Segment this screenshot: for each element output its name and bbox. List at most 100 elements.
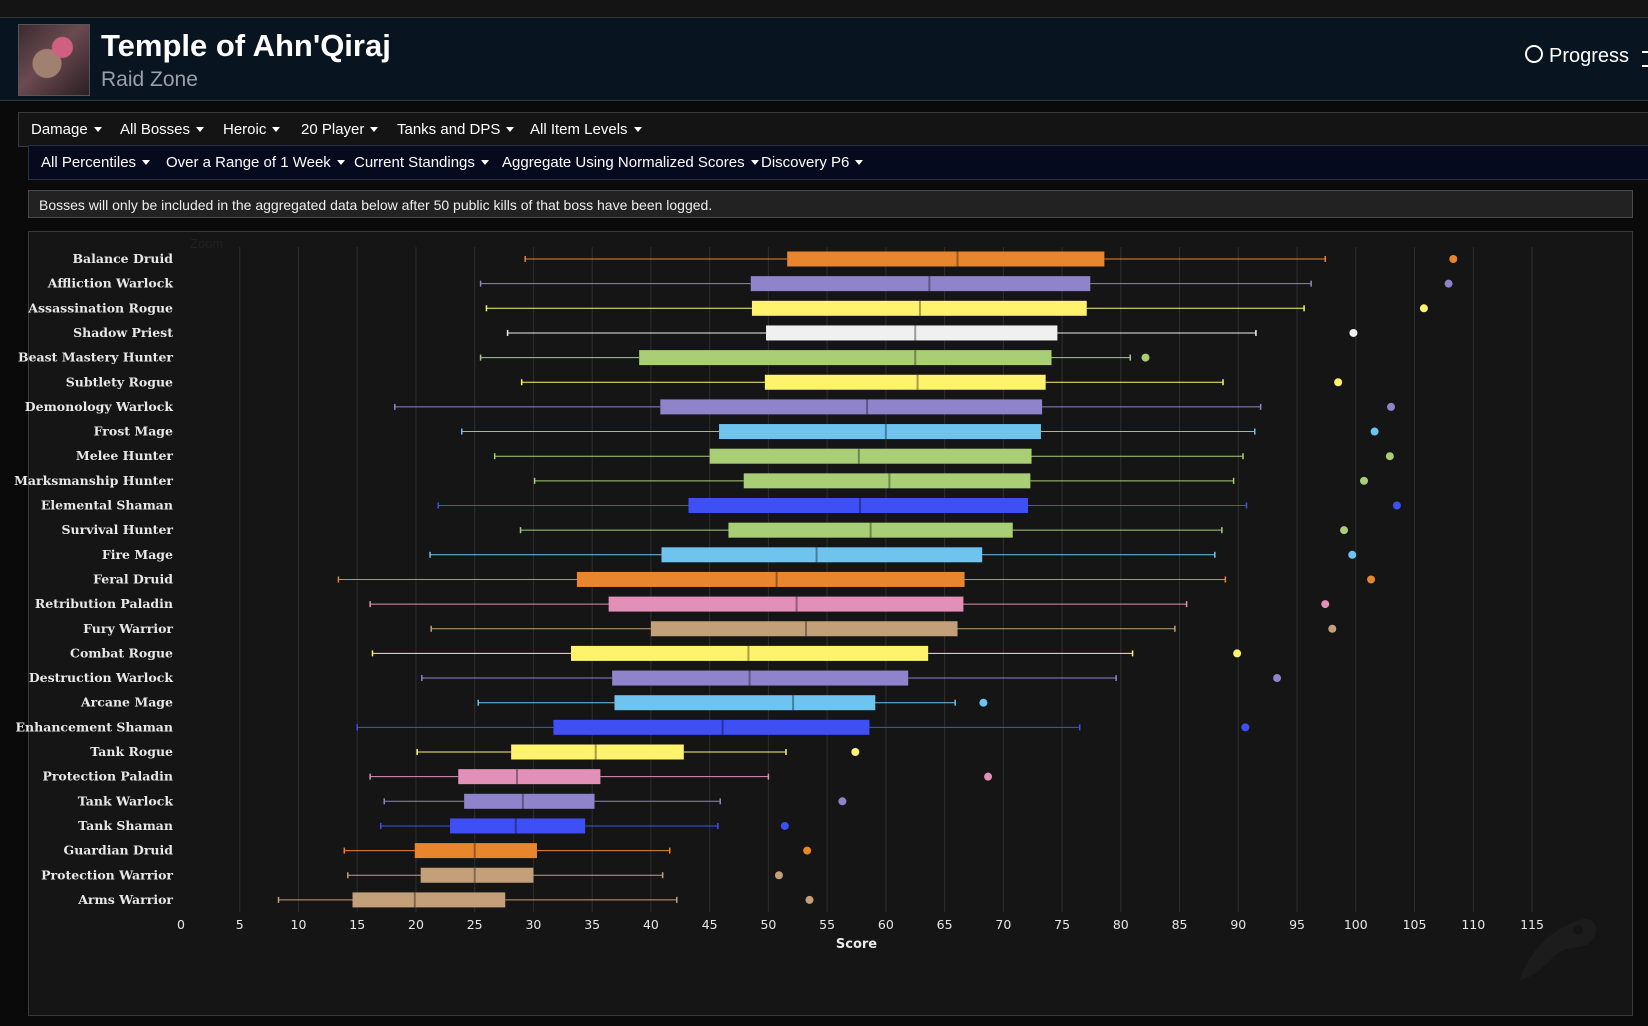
outlier-point (1444, 279, 1453, 288)
filter-label: Heroic (223, 121, 267, 138)
iqr-box (764, 374, 1046, 390)
x-tick-label: 65 (937, 917, 953, 932)
outlier-point (1449, 255, 1458, 263)
iqr-box (608, 596, 964, 612)
outlier-point (1334, 378, 1343, 387)
filter-roles[interactable]: Tanks and DPS (397, 113, 515, 146)
outlier-point (838, 797, 847, 806)
outlier-point (979, 698, 988, 707)
x-tick-label: 10 (291, 917, 307, 932)
iqr-box (728, 522, 1013, 538)
outlier-point (1241, 723, 1250, 732)
filter-aggregate[interactable]: Aggregate Using Normalized Scores (502, 146, 759, 179)
filter-item-levels[interactable]: All Item Levels (530, 113, 642, 146)
filter-bosses[interactable]: All Bosses (120, 113, 205, 146)
iqr-box (766, 325, 1058, 341)
x-tick-label: 25 (467, 917, 483, 932)
category-label: Protection Warrior (41, 867, 173, 882)
filter-label: Tanks and DPS (397, 121, 501, 138)
x-tick-label: 45 (702, 917, 718, 932)
category-label: Protection Paladin (42, 769, 173, 784)
iqr-box (688, 498, 1029, 513)
x-axis-title: Score (836, 937, 877, 952)
zone-header: Temple of Ahn'Qiraj Raid Zone Progress (0, 18, 1648, 101)
filter-label: All Bosses (120, 121, 191, 138)
filter-percentiles[interactable]: All Percentiles (41, 146, 151, 179)
iqr-box (352, 892, 506, 908)
outlier-point (1419, 304, 1428, 313)
outlier-point (1321, 600, 1330, 609)
x-tick-label: 100 (1344, 917, 1368, 932)
iqr-box (709, 448, 1032, 464)
filter-partition[interactable]: Discovery P6 (761, 146, 864, 179)
x-tick-label: 55 (819, 917, 835, 932)
x-tick-label: 70 (995, 917, 1011, 932)
menu-icon[interactable] (1642, 51, 1648, 67)
x-tick-label: 15 (349, 917, 365, 932)
globe-icon (1525, 45, 1543, 63)
filter-bar-secondary: All Percentiles Over a Range of 1 Week C… (28, 145, 1648, 180)
filter-metric[interactable]: Damage (31, 113, 102, 146)
outlier-point (1348, 550, 1357, 559)
iqr-box (576, 571, 965, 587)
filter-label: 20 Player (301, 121, 365, 138)
iqr-box (639, 350, 1052, 366)
iqr-box (614, 695, 876, 711)
x-tick-label: 35 (584, 917, 600, 932)
x-tick-label: 75 (1054, 917, 1070, 932)
category-label: Guardian Druid (64, 843, 174, 858)
filter-label: All Percentiles (41, 154, 137, 171)
chevron-down-icon (480, 160, 489, 165)
iqr-box (553, 719, 870, 735)
category-label: Elemental Shaman (41, 498, 173, 513)
category-label: Beast Mastery Hunter (18, 350, 173, 365)
outlier-point (803, 846, 812, 855)
filter-label: Over a Range of 1 Week (166, 154, 331, 171)
category-label: Marksmanship Hunter (14, 473, 173, 488)
filter-time-range[interactable]: Over a Range of 1 Week (166, 146, 345, 179)
category-label: Destruction Warlock (29, 670, 174, 685)
x-tick-label: 115 (1520, 917, 1544, 932)
filter-standings[interactable]: Current Standings (354, 146, 489, 179)
x-tick-label: 60 (878, 917, 894, 932)
iqr-box (750, 276, 1091, 292)
filter-difficulty[interactable]: Heroic (223, 113, 281, 146)
iqr-box (464, 793, 595, 809)
outlier-point (780, 821, 789, 830)
x-tick-label: 0 (177, 917, 185, 932)
page-subtitle: Raid Zone (101, 68, 198, 91)
zone-icon (18, 24, 90, 96)
chevron-down-icon (750, 160, 759, 165)
zoom-label[interactable]: Zoom (190, 236, 224, 251)
category-label: Arcane Mage (80, 695, 173, 710)
outlier-point (1385, 452, 1394, 461)
chevron-down-icon (370, 127, 379, 132)
x-tick-label: 90 (1230, 917, 1246, 932)
x-tick-label: 85 (1172, 917, 1188, 932)
x-tick-label: 40 (643, 917, 659, 932)
filter-size[interactable]: 20 Player (301, 113, 379, 146)
x-tick-label: 110 (1461, 917, 1485, 932)
outlier-point (1349, 328, 1358, 337)
outlier-point (984, 772, 993, 781)
progress-label: Progress (1549, 45, 1630, 67)
category-label: Balance Druid (72, 251, 173, 266)
iqr-box (650, 621, 958, 637)
x-tick-label: 80 (1113, 917, 1129, 932)
iqr-box (660, 399, 1043, 415)
progress-link[interactable]: Progress (1525, 45, 1629, 68)
filter-label: Discovery P6 (761, 154, 850, 171)
category-label: Demonology Warlock (25, 399, 174, 414)
x-tick-label: 30 (525, 917, 541, 932)
outlier-point (1367, 575, 1376, 584)
filter-label: All Item Levels (530, 121, 628, 138)
filter-label: Aggregate Using Normalized Scores (502, 154, 745, 171)
iqr-box (414, 843, 537, 859)
page-title: Temple of Ahn'Qiraj (101, 28, 391, 63)
chevron-down-icon (93, 127, 102, 132)
chevron-down-icon (142, 160, 151, 165)
category-label: Survival Hunter (62, 522, 174, 537)
iqr-box (743, 473, 1031, 489)
iqr-box (511, 744, 684, 760)
category-label: Frost Mage (94, 424, 173, 439)
